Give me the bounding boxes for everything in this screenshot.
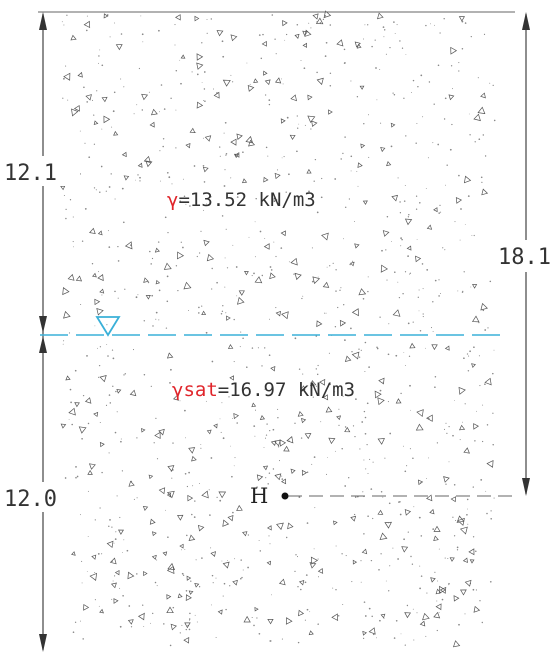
gamma-symbol: γ [167,189,178,211]
upper-thickness-label: 12.1 [4,161,57,186]
water-table [40,316,500,337]
lower-unit-weight-label: γsat=16.97 kN/m3 [172,379,355,401]
gamma-value: =13.52 kN/m3 [178,189,315,211]
left-dimension [0,12,80,652]
gamma-sat-value: =16.97 kN/m3 [218,379,355,401]
lower-thickness-label: 12.0 [4,487,57,512]
point-h-marker: H [250,484,515,508]
arrow-down-icon [39,316,47,333]
arrow-down-icon [39,634,47,652]
arrow-up-icon [39,336,47,353]
arrow-up-icon [522,12,530,30]
arrow-up-icon [39,12,47,30]
upper-unit-weight-label: γ=13.52 kN/m3 [167,189,316,211]
point-h-label: H [250,484,268,508]
water-table-icon [95,316,121,337]
gamma-sat-symbol: γsat [172,379,218,401]
soil-texture [60,10,496,648]
point-depth-label: 18.1 [498,245,551,270]
right-dimension [496,12,560,496]
arrow-down-icon [522,478,530,496]
point-h-dot [281,492,289,500]
